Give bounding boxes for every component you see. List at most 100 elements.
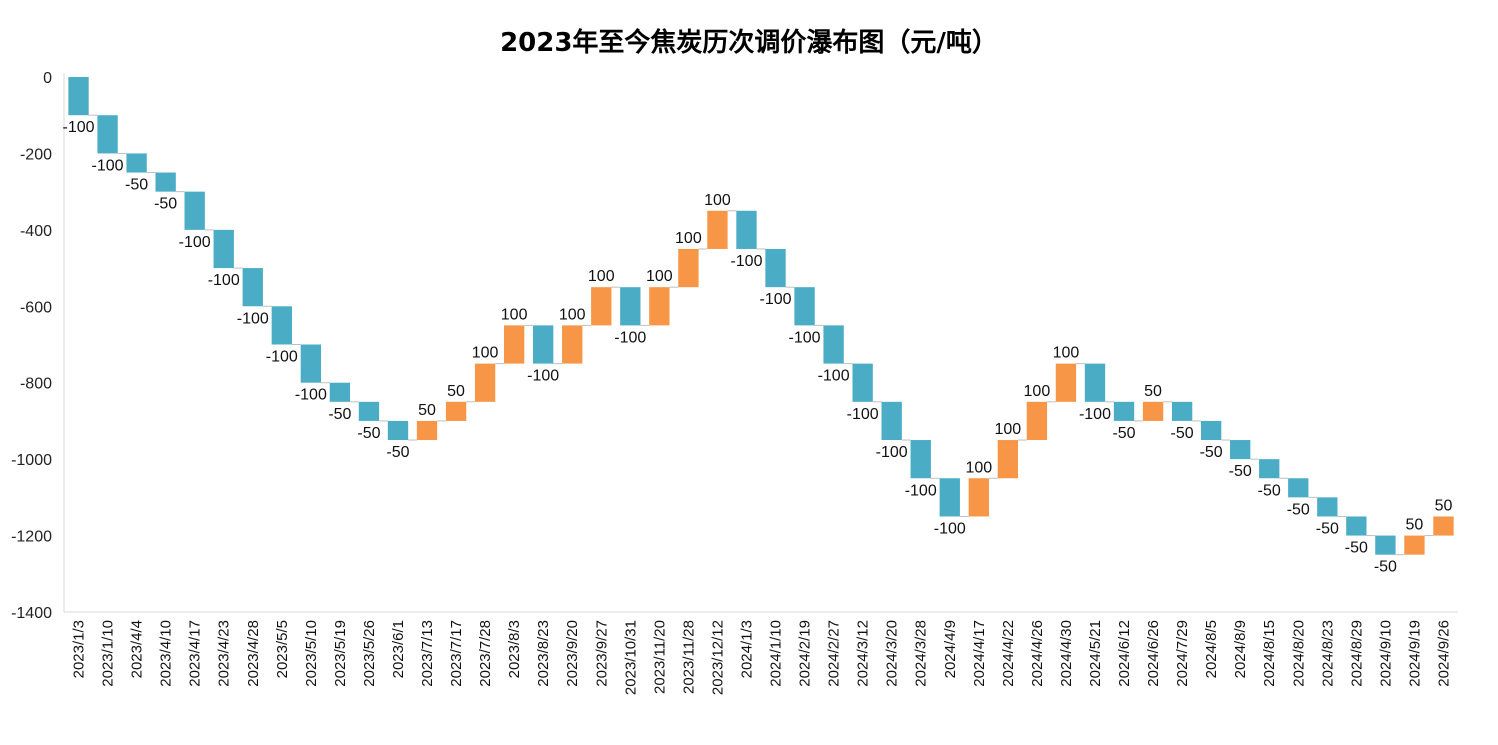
x-tick-label: 2024/5/21: [1087, 620, 1104, 687]
data-label: -50: [1229, 463, 1252, 480]
x-tick-label: 2023/11/20: [651, 620, 668, 694]
x-tick-label: 2023/4/28: [245, 620, 262, 687]
x-tick-label: 2023/5/19: [332, 620, 349, 687]
y-tick-label: -1400: [11, 605, 52, 622]
data-label: -50: [1345, 540, 1368, 557]
data-label: -100: [295, 387, 327, 404]
data-label: -50: [1171, 425, 1194, 442]
x-tick-label: 2024/9/19: [1406, 620, 1423, 687]
x-tick-label: 2023/1/10: [100, 620, 117, 687]
data-label: -50: [1287, 501, 1310, 518]
bar: [358, 401, 380, 421]
data-label: -100: [876, 444, 908, 461]
x-tick-label: 2024/4/30: [1058, 620, 1075, 687]
x-tick-label: 2024/8/23: [1319, 620, 1336, 687]
x-tick-label: 2024/6/12: [1116, 620, 1133, 687]
bar: [533, 325, 554, 364]
data-label: -100: [179, 234, 211, 251]
bar: [329, 382, 351, 402]
x-tick-label: 2024/7/29: [1174, 620, 1191, 687]
bar: [126, 153, 147, 173]
bar: [1259, 459, 1280, 479]
bar: [1171, 401, 1193, 421]
data-labels: -100 -100 -50 -50 -100 -100 -100 -100 -100 -50 -50…: [63, 119, 1453, 575]
bar: [387, 420, 409, 441]
chart-title: 2023年至今焦炭历次调价瀑布图（元/吨）: [500, 28, 998, 58]
bar: [271, 306, 292, 345]
data-label: -100: [92, 157, 124, 174]
bars: [68, 77, 1454, 555]
bar: [736, 210, 757, 249]
bar: [68, 77, 89, 116]
data-label: 100: [501, 306, 528, 323]
x-tick-label: 2024/8/15: [1261, 620, 1278, 687]
data-label: 100: [588, 268, 615, 285]
x-tick-label: 2024/3/28: [913, 620, 930, 687]
bar: [649, 287, 670, 326]
data-label: 100: [1024, 383, 1051, 400]
x-tick-label: 2023/5/10: [303, 620, 320, 687]
bar: [97, 115, 118, 154]
data-label: 100: [472, 345, 499, 362]
x-tick-label: 2024/4/26: [1029, 620, 1046, 687]
bar: [1026, 401, 1048, 441]
y-axis-ticks: 0 -200 -400 -600 -800 -1000 -1200 -1400: [11, 70, 52, 622]
data-label: -100: [266, 349, 298, 366]
bar: [1142, 401, 1164, 421]
x-tick-label: 2023/5/26: [361, 620, 378, 687]
bar: [765, 248, 786, 288]
bar: [794, 287, 815, 326]
x-tick-label: 2024/6/26: [1145, 620, 1162, 687]
data-label: 50: [1144, 383, 1162, 400]
x-tick-label: 2023/10/31: [622, 620, 639, 695]
bar: [416, 420, 438, 441]
x-tick-label: 2024/4/17: [971, 620, 988, 687]
data-label: 100: [675, 230, 702, 247]
bar: [445, 401, 467, 421]
bar: [707, 210, 728, 249]
x-tick-label: 2023/7/17: [448, 620, 465, 687]
x-tick-label: 2023/5/5: [274, 620, 291, 678]
y-tick-label: -1200: [11, 529, 52, 546]
bar: [968, 478, 989, 517]
x-tick-label: 2023/11/28: [680, 620, 697, 694]
data-label: 50: [418, 402, 436, 419]
bar: [1288, 478, 1309, 498]
bar: [300, 344, 322, 383]
x-tick-label: 2024/8/5: [1203, 620, 1220, 678]
x-tick-label: 2023/7/28: [477, 620, 494, 687]
x-tick-label: 2024/9/10: [1377, 620, 1394, 687]
bar: [184, 191, 205, 230]
data-label: 100: [1053, 345, 1080, 362]
x-tick-label: 2024/8/29: [1348, 620, 1365, 687]
x-tick-label: 2023/4/17: [187, 620, 204, 687]
data-label: -50: [1200, 444, 1223, 461]
bar: [620, 287, 641, 326]
data-label: 50: [1435, 497, 1453, 514]
data-label: 100: [704, 192, 731, 209]
data-label: -100: [818, 368, 850, 385]
x-tick-label: 2023/6/1: [390, 620, 407, 678]
bar: [155, 172, 176, 192]
bar: [213, 229, 234, 269]
data-label: 50: [1406, 517, 1424, 534]
x-axis-ticks: 2023/1/3 2023/1/10 2023/4/4 2023/4/10 2023/4…: [71, 620, 1453, 695]
x-tick-label: 2023/8/23: [535, 620, 552, 687]
data-label: -50: [1258, 482, 1281, 499]
x-tick-label: 2023/12/12: [709, 620, 726, 695]
connectors: [88, 114, 1434, 556]
data-label: -50: [1316, 520, 1339, 537]
data-label: -100: [237, 310, 269, 327]
x-tick-label: 2023/9/27: [593, 620, 610, 687]
data-label: -50: [1374, 559, 1397, 576]
x-tick-label: 2024/1/10: [768, 620, 785, 687]
y-tick-label: 0: [43, 70, 52, 87]
bar: [503, 325, 525, 364]
data-label: 100: [995, 421, 1022, 438]
bar: [1200, 420, 1222, 441]
x-tick-label: 2023/7/13: [419, 620, 436, 687]
y-tick-label: -800: [20, 376, 52, 393]
bar: [1346, 516, 1367, 536]
x-tick-label: 2023/1/3: [71, 620, 88, 678]
bar: [1084, 363, 1106, 402]
